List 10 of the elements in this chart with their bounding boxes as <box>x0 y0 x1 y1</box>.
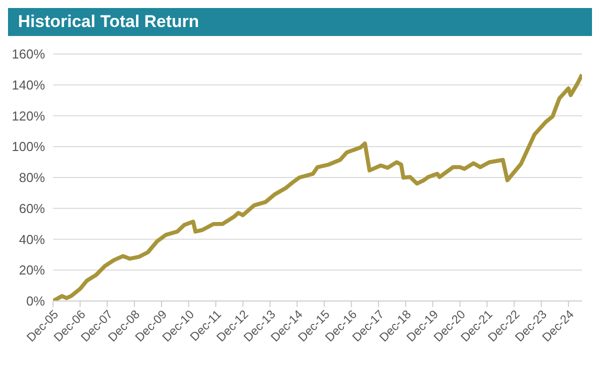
y-tick-label: 100% <box>12 139 46 154</box>
y-tick-label: 160% <box>12 46 46 62</box>
chart-title: Historical Total Return <box>8 8 592 36</box>
y-tick-label: 80% <box>18 170 46 186</box>
y-tick-label: 140% <box>12 77 46 92</box>
y-tick-label: 40% <box>18 232 46 247</box>
y-tick-label: 20% <box>18 262 46 278</box>
y-tick-label: 120% <box>12 108 46 124</box>
y-tick-label: 0% <box>26 294 46 309</box>
y-tick-label: 60% <box>18 200 46 216</box>
